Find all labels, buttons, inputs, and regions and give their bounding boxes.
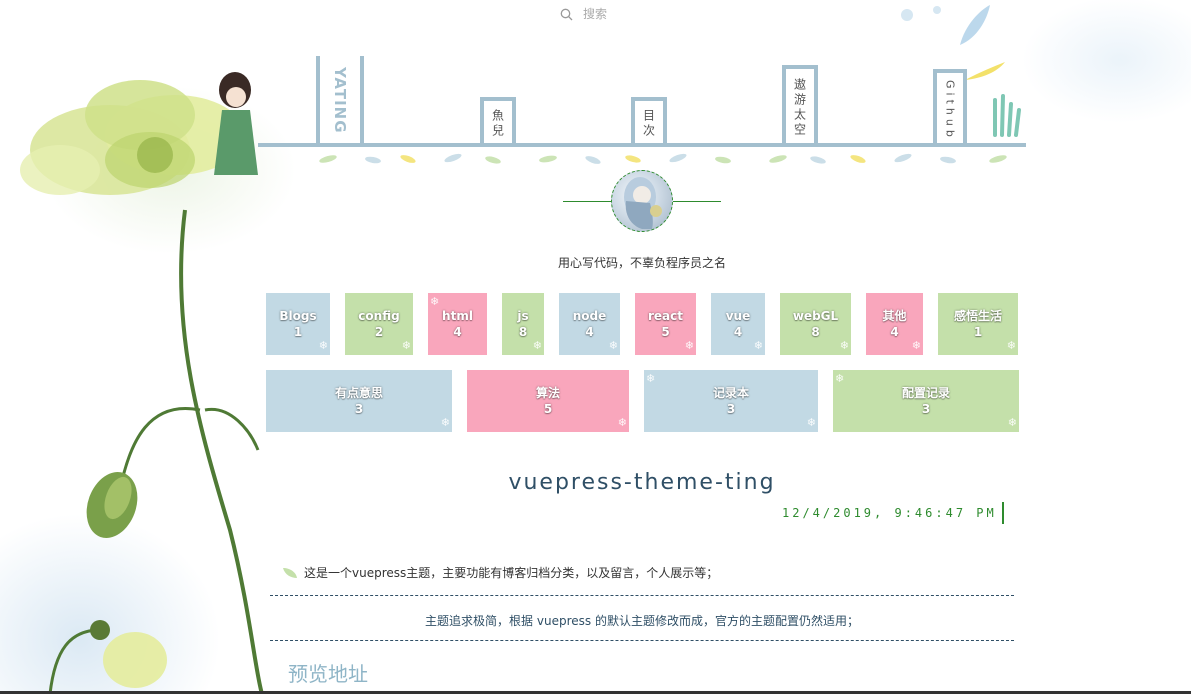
leaf-icon [283,567,297,578]
snowflake-icon: ❄ [430,295,440,308]
nav-item-label: 魚兒 [490,109,505,139]
category-count: 4 [890,325,899,339]
category-count: 3 [921,402,931,416]
fish-decoration [901,5,1021,137]
snowflake-icon: ❄ [532,339,542,352]
snowflake-icon: ❄ [617,416,627,429]
category-name: 记录本 [712,386,749,400]
dashed-divider [270,640,1014,641]
category-name: 有点意思 [334,386,383,400]
category-count: 2 [374,325,384,339]
category-count: 5 [543,402,553,416]
category-count: 4 [733,325,743,339]
preview-heading: 预览地址 [288,662,368,686]
description-theme: 主题追求极简，根据 vuepress 的默认主题修改而成，官方的主题配置仍然适用… [425,614,859,628]
category-count: 1 [293,325,303,339]
nav-item-toc[interactable]: 目次 [631,97,667,147]
category-name: webGL [792,309,839,323]
category-count: 3 [354,402,364,416]
nav-item-space[interactable]: 遨游太空 [782,65,818,147]
snowflake-icon: ❄ [401,339,411,352]
category-name: react [647,309,683,323]
category-notebook[interactable]: ❄ 记录本 3 ❄ [644,370,818,432]
category-react[interactable]: react 5 ❄ [635,293,696,355]
category-algorithm[interactable]: 算法 5 ❄ [467,370,629,432]
snowflake-icon: ❄ [318,339,328,352]
category-html[interactable]: ❄ html 4 [428,293,487,355]
nav-item-label: Github [943,79,957,141]
category-name: node [572,309,607,323]
category-webgl[interactable]: webGL 8 ❄ [780,293,851,355]
category-name: vue [725,309,751,323]
category-name: 算法 [535,386,560,400]
category-config[interactable]: config 2 ❄ [345,293,413,355]
leaf-border [319,153,1007,164]
avatar-line-right [673,201,721,202]
snowflake-icon: ❄ [835,372,845,385]
window-bottom-edge [0,691,1191,694]
description-intro-text: 这是一个vuepress主题，主要功能有博客归档分类，以及留言，个人展示等； [304,566,719,580]
nav-item-label: 目次 [641,109,656,139]
snowflake-icon: ❄ [839,339,849,352]
category-blogs[interactable]: Blogs 1 ❄ [266,293,330,355]
category-interesting[interactable]: 有点意思 3 ❄ [266,370,452,432]
category-node[interactable]: node 4 ❄ [559,293,620,355]
search-bar[interactable] [560,5,643,23]
snowflake-icon: ❄ [806,416,816,429]
category-count: 8 [811,325,820,339]
category-count: 1 [973,325,983,339]
category-count: 8 [518,325,528,339]
snowflake-icon: ❄ [1006,339,1016,352]
category-name: html [442,309,473,323]
category-life[interactable]: 感悟生活 1 ❄ [938,293,1018,355]
motto-text: 用心写代码，不辜负程序员之名 [557,256,726,270]
search-input[interactable] [583,7,643,21]
category-vue[interactable]: vue 4 ❄ [711,293,765,355]
main-content: 用心写代码，不辜负程序员之名 Blogs 1 ❄ config 2 ❄ ❄ ht… [258,150,1026,694]
snowflake-icon: ❄ [911,339,921,352]
nav-item-fish[interactable]: 魚兒 [480,97,516,147]
category-config-notes[interactable]: ❄ 配置记录 3 ❄ [833,370,1019,432]
nav-item-label: 遨游太空 [792,78,807,138]
nav-rail [258,143,1026,147]
category-name: 配置记录 [901,386,950,400]
clock-display: 12/4/2019, 9:46:47 PM [782,502,1004,524]
avatar-image [624,177,662,229]
category-other[interactable]: 其他 4 ❄ [866,293,923,355]
category-js[interactable]: js 8 ❄ [502,293,544,355]
nav-item-github[interactable]: Github [933,69,967,147]
snowflake-icon: ❄ [608,339,618,352]
dashed-divider [270,595,1014,596]
avatar-block [563,170,723,232]
snowflake-icon: ❄ [684,339,694,352]
snowflake-icon: ❄ [646,372,656,385]
avatar-line-left [563,201,611,202]
page-title: vuepress-theme-ting [508,470,776,495]
category-count: 3 [726,402,736,416]
avatar[interactable] [611,170,673,232]
search-icon [560,8,573,20]
category-count: 4 [585,325,594,339]
flower-illustration [20,72,264,694]
brand-logo[interactable]: YATING [316,56,364,144]
category-name: 其他 [882,309,907,323]
category-count: 4 [453,325,462,339]
snowflake-icon: ❄ [753,339,763,352]
category-name: 感悟生活 [953,309,1002,323]
category-name: js [517,309,529,323]
snowflake-icon: ❄ [1007,416,1017,429]
category-count: 5 [661,325,670,339]
snowflake-icon: ❄ [440,416,450,429]
category-name: Blogs [279,309,317,323]
category-name: config [358,309,400,323]
description-intro: 这是一个vuepress主题，主要功能有博客归档分类，以及留言，个人展示等； [282,564,718,581]
